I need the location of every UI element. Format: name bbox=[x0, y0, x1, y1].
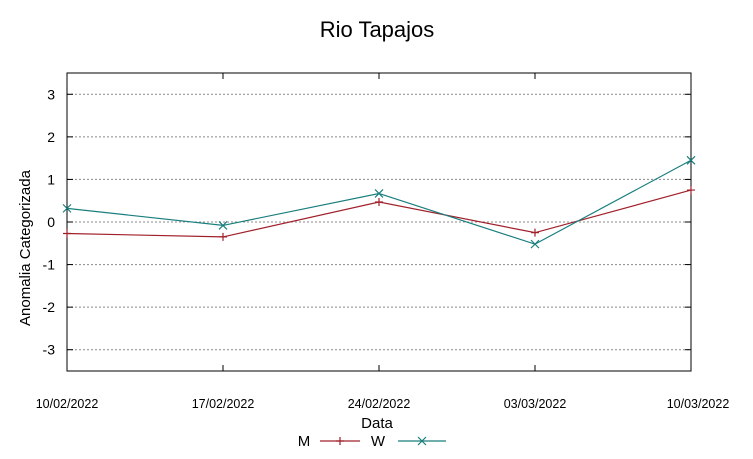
legend-item-M: M bbox=[298, 433, 360, 450]
data-point-W bbox=[218, 220, 228, 230]
chart-title: Rio Tapajos bbox=[320, 17, 435, 42]
y-axis-label: Anomalia Categorizada bbox=[17, 169, 34, 326]
x-tick-label: 10/02/2022 bbox=[36, 397, 99, 411]
data-point-W bbox=[62, 203, 72, 213]
data-point-W bbox=[374, 189, 384, 198]
legend-label: W bbox=[371, 433, 386, 450]
legend-item-W: W bbox=[371, 433, 446, 450]
data-point-M bbox=[219, 232, 227, 241]
x-axis-label: Data bbox=[361, 415, 393, 432]
legend-marker bbox=[417, 436, 427, 446]
legend-marker bbox=[336, 437, 344, 445]
x-axis: 10/02/2022 17/02/2022 24/02/2022 03/03/2022… bbox=[36, 73, 730, 411]
data-point-W bbox=[686, 155, 696, 165]
x-tick-label: 17/02/2022 bbox=[192, 397, 255, 411]
y-tick-label: -2 bbox=[43, 299, 56, 315]
x-tick-label: 10/03/2022 bbox=[667, 397, 730, 411]
data-point-M bbox=[63, 229, 71, 238]
y-tick-label: 1 bbox=[47, 171, 55, 187]
x-tick-label: 03/03/2022 bbox=[504, 397, 567, 411]
series-group bbox=[62, 155, 696, 249]
x-tick-label: 24/02/2022 bbox=[348, 397, 411, 411]
y-tick-label: -1 bbox=[43, 257, 56, 273]
data-point-M bbox=[687, 186, 695, 195]
y-tick-label: 0 bbox=[47, 214, 55, 230]
data-point-W bbox=[530, 239, 540, 249]
y-tick-label: 2 bbox=[47, 129, 55, 145]
data-point-M bbox=[531, 228, 539, 237]
grid bbox=[67, 93, 691, 351]
y-tick-label: 3 bbox=[47, 86, 55, 102]
series-M bbox=[63, 186, 695, 241]
legend-label: M bbox=[298, 433, 311, 450]
series-W bbox=[62, 155, 696, 249]
data-point-M bbox=[375, 197, 383, 206]
series-line-M bbox=[66, 189, 692, 238]
y-axis: 3 2 1 0 -1 -2 -3 bbox=[43, 86, 691, 358]
y-tick-label: -3 bbox=[43, 342, 56, 358]
